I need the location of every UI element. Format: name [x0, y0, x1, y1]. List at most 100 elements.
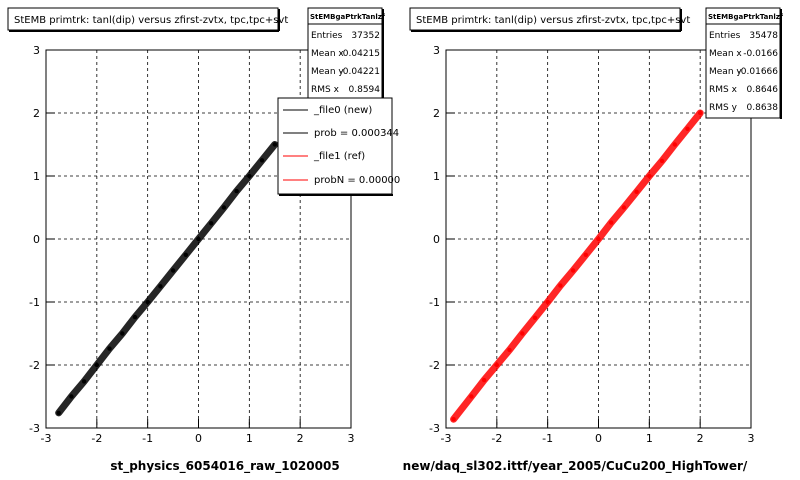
legend-label-probn: probN = 0.00000: [314, 175, 400, 186]
y-tick-label: 0: [33, 233, 40, 246]
scatter-point: [132, 314, 138, 320]
x-tick-label: -1: [142, 432, 153, 445]
left-stat-value: 0.8594: [349, 85, 381, 95]
scatter-point: [609, 220, 614, 225]
x-tick-label: 0: [195, 432, 202, 445]
left-stats-box: StEMBgaPtrkTanlzf Entries 37352 Mean x -…: [307, 7, 386, 101]
scatter-point: [272, 142, 277, 147]
scatter-point: [145, 299, 150, 305]
right-stat-value: 0.8638: [747, 103, 779, 113]
scatter-point: [481, 377, 487, 383]
left-legend-box: _file0 (new) prob = 0.000344 _file1 (ref…: [277, 97, 400, 196]
right-ticks: -3 -2 -1 0 1 2 3 -3 -2 -1 0 1 2 3: [429, 44, 754, 445]
left-stat-label: Mean x: [311, 49, 344, 59]
scatter-point: [545, 299, 550, 305]
legend-label-new: _file0 (new): [313, 105, 372, 116]
right-panel: -3 -2 -1 0 1 2 3 -3 -2 -1 0 1 2 3 StEMB primtrk: tanl…: [403, 7, 784, 474]
right-stat-value: 0.8646: [747, 85, 779, 95]
scatter-point: [570, 268, 576, 273]
scatter-point: [621, 205, 627, 210]
left-stat-value: -0.04221: [340, 67, 380, 77]
scatter-point: [647, 173, 652, 179]
scatter-point: [672, 142, 677, 147]
x-tick-label: 1: [246, 432, 253, 445]
scatter-point: [494, 362, 499, 368]
left-stat-value: -0.04215: [340, 49, 380, 59]
y-tick-label: 3: [33, 44, 40, 57]
scatter-point: [451, 417, 456, 422]
y-tick-label: -1: [29, 296, 40, 309]
scatter-point: [685, 126, 690, 131]
scatter-point: [183, 252, 188, 257]
right-stat-label: Entries: [709, 31, 741, 41]
scatter-point: [469, 394, 474, 399]
right-stat-value: -0.0166: [743, 49, 778, 59]
scatter-point: [259, 158, 265, 163]
scatter-point: [583, 252, 588, 257]
x-tick-label: 3: [348, 432, 355, 445]
right-stat-label: Mean x: [709, 49, 742, 59]
right-stats-name: StEMBgaPtrkTanlzf: [708, 13, 784, 21]
scatter-point: [81, 379, 87, 384]
x-tick-label: -3: [441, 432, 452, 445]
scatter-point: [94, 362, 100, 368]
y-tick-label: 2: [433, 107, 440, 120]
right-stat-value: 35478: [749, 31, 778, 41]
x-tick-label: 3: [748, 432, 755, 445]
scatter-point: [69, 394, 74, 399]
scatter-point: [507, 347, 512, 353]
legend-label-ref: _file1 (ref): [313, 151, 365, 162]
scatter-point: [170, 268, 176, 273]
y-tick-label: 0: [433, 233, 440, 246]
left-ticks: -3 -2 -1 0 1 2 3 -3 -2 -1 0 1 2 3: [29, 44, 354, 445]
scatter-point: [558, 283, 563, 288]
scatter-band: [450, 109, 704, 423]
scatter-point: [532, 315, 538, 320]
y-tick-label: 1: [433, 170, 440, 183]
scatter-point: [107, 346, 112, 351]
x-tick-label: 2: [297, 432, 304, 445]
scatter-point: [247, 173, 252, 179]
scatter-point: [520, 331, 525, 336]
scatter-point: [158, 284, 163, 289]
right-stats-box: StEMBgaPtrkTanlzf Entries 35478 Mean x -…: [705, 7, 784, 119]
x-tick-label: -2: [491, 432, 502, 445]
left-scatter-points: [55, 141, 279, 417]
y-tick-label: -3: [429, 422, 440, 435]
y-tick-label: 1: [33, 170, 40, 183]
left-stat-label: Entries: [311, 31, 343, 41]
x-tick-label: -2: [91, 432, 102, 445]
left-stat-label: Mean y: [311, 67, 344, 77]
x-tick-label: -1: [542, 432, 553, 445]
y-tick-label: 2: [33, 107, 40, 120]
y-tick-label: -2: [29, 359, 40, 372]
y-tick-label: 3: [433, 44, 440, 57]
right-stat-label: RMS y: [709, 103, 738, 113]
scatter-point: [659, 158, 665, 164]
left-panel: -3 -2 -1 0 1 2 3 -3 -2 -1 0 1 2 3 StEMB primtrk: tanl…: [7, 7, 400, 474]
left-footer-label: st_physics_6054016_raw_1020005: [110, 459, 339, 474]
scatter-point: [596, 236, 601, 242]
left-stats-name: StEMBgaPtrkTanlzf: [310, 13, 386, 21]
x-tick-label: 0: [595, 432, 602, 445]
x-tick-label: 1: [646, 432, 653, 445]
y-tick-label: -3: [29, 422, 40, 435]
right-stat-value: -0.01666: [738, 67, 779, 77]
left-stat-value: 37352: [351, 31, 380, 41]
scatter-point: [196, 236, 201, 242]
scatter-point: [56, 410, 61, 416]
x-tick-label: 2: [697, 432, 704, 445]
right-stat-label: Mean y: [709, 67, 742, 77]
scatter-point: [698, 110, 703, 116]
scatter-point: [234, 188, 239, 194]
scatter-point: [209, 221, 214, 226]
scatter-point: [634, 189, 639, 194]
y-tick-label: -1: [429, 296, 440, 309]
x-tick-label: -3: [41, 432, 52, 445]
left-plot-title: StEMB primtrk: tanl(dip) versus zfirst-z…: [14, 15, 288, 26]
right-stat-label: RMS x: [709, 85, 738, 95]
right-plot-title: StEMB primtrk: tanl(dip) versus zfirst-z…: [416, 15, 690, 26]
scatter-band: [55, 141, 279, 417]
legend-label-prob: prob = 0.000344: [314, 128, 399, 139]
right-scatter-points: [450, 109, 704, 423]
